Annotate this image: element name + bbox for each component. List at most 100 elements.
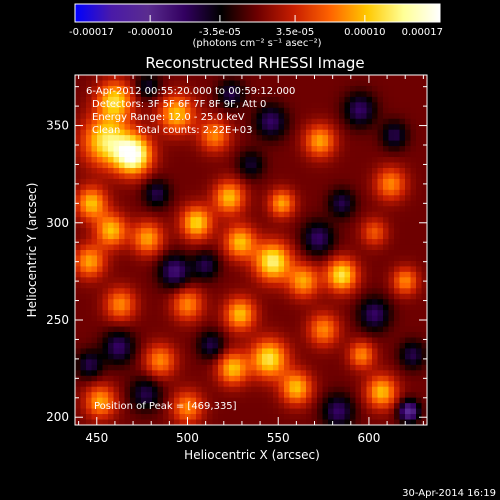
heatmap-cell (234, 233, 241, 240)
heatmap-cell (350, 282, 356, 289)
heatmap-cell (80, 282, 87, 289)
heatmap-cell (388, 337, 395, 344)
heatmap-cell (168, 266, 175, 273)
heatmap-cell (383, 178, 389, 185)
heatmap-cell (75, 167, 81, 174)
heatmap-cell (311, 129, 318, 136)
heatmap-cell (273, 178, 279, 185)
heatmap-cell (163, 140, 169, 147)
heatmap-cell (377, 326, 384, 333)
heatmap-cell (322, 299, 329, 306)
heatmap-cell (405, 118, 411, 125)
heatmap-cell (256, 414, 263, 420)
heatmap-cell (108, 157, 114, 163)
heatmap-cell (196, 414, 202, 420)
heatmap-cell (168, 304, 175, 311)
heatmap-cell (262, 222, 268, 229)
heatmap-cell (339, 288, 345, 295)
heatmap-cell (152, 146, 158, 152)
heatmap-cell (278, 129, 285, 136)
heatmap-cell (152, 419, 158, 426)
heatmap-cell (355, 266, 362, 273)
heatmap-cell (86, 419, 92, 426)
heatmap-cell (383, 206, 389, 213)
heatmap-cell (300, 135, 307, 142)
heatmap-cell (80, 337, 87, 344)
heatmap-cell (317, 113, 323, 120)
heatmap-cell (328, 260, 334, 267)
heatmap-cell (421, 173, 428, 180)
heatmap-cell (218, 250, 224, 256)
heatmap-cell (179, 91, 186, 98)
heatmap-cell (416, 129, 422, 136)
heatmap-cell (207, 107, 213, 114)
heatmap-cell (350, 408, 356, 415)
heatmap-cell (196, 75, 202, 81)
heatmap-cell (306, 414, 312, 420)
heatmap-cell (284, 167, 290, 174)
heatmap-cell (108, 113, 114, 120)
heatmap-cell (97, 124, 103, 131)
heatmap-cell (75, 293, 81, 300)
heatmap-cell (295, 102, 301, 109)
heatmap-cell (102, 228, 109, 234)
heatmap-cell (146, 222, 153, 229)
heatmap-cell (251, 113, 257, 120)
heatmap-cell (262, 353, 268, 360)
heatmap-cell (179, 146, 186, 152)
heatmap-cell (267, 244, 274, 251)
heatmap-cell (130, 124, 136, 131)
heatmap-cell (251, 370, 257, 377)
heatmap-cell (174, 321, 180, 327)
heatmap-cell (372, 173, 378, 180)
heatmap-cell (267, 200, 274, 207)
heatmap-cell (344, 397, 351, 404)
heatmap-cell (350, 151, 356, 158)
heatmap-cell (130, 211, 136, 218)
heatmap-cell (240, 282, 246, 289)
heatmap-cell (355, 206, 362, 213)
heatmap-cell (245, 408, 252, 415)
heatmap-cell (135, 222, 142, 229)
heatmap-cell (75, 266, 81, 273)
heatmap-cell (366, 315, 373, 322)
heatmap-cell (97, 288, 103, 295)
heatmap-cell (311, 228, 318, 234)
heatmap-cell (108, 222, 114, 229)
heatmap-cell (223, 233, 230, 240)
heatmap-cell (234, 337, 241, 344)
heatmap-cell (218, 151, 224, 158)
heatmap-cell (317, 315, 323, 322)
heatmap-cell (245, 353, 252, 360)
heatmap-cell (284, 419, 290, 426)
heatmap-cell (388, 118, 395, 125)
heatmap-cell (229, 151, 235, 158)
heatmap-cell (317, 321, 323, 327)
heatmap-cell (366, 299, 373, 306)
heatmap-cell (355, 310, 362, 317)
heatmap-cell (399, 107, 406, 114)
heatmap-cell (311, 91, 318, 98)
heatmap-cell (273, 392, 279, 399)
heatmap-cell (278, 178, 285, 185)
heatmap-cell (306, 359, 312, 366)
heatmap-cell (223, 266, 230, 273)
heatmap-cell (372, 293, 378, 300)
heatmap-cell (366, 228, 373, 234)
heatmap-cell (119, 299, 125, 306)
heatmap-cell (295, 211, 301, 218)
heatmap-cell (361, 299, 367, 306)
heatmap-cell (212, 118, 219, 125)
heatmap-cell (179, 332, 186, 338)
heatmap-cell (295, 173, 301, 180)
heatmap-cell (377, 403, 384, 409)
heatmap-cell (361, 348, 367, 355)
heatmap-cell (86, 408, 92, 415)
heatmap-cell (300, 386, 307, 393)
heatmap-cell (262, 233, 268, 240)
heatmap-cell (251, 277, 257, 284)
heatmap-cell (240, 403, 246, 409)
heatmap-cell (196, 80, 202, 87)
heatmap-cell (196, 403, 202, 409)
heatmap-cell (311, 250, 318, 256)
